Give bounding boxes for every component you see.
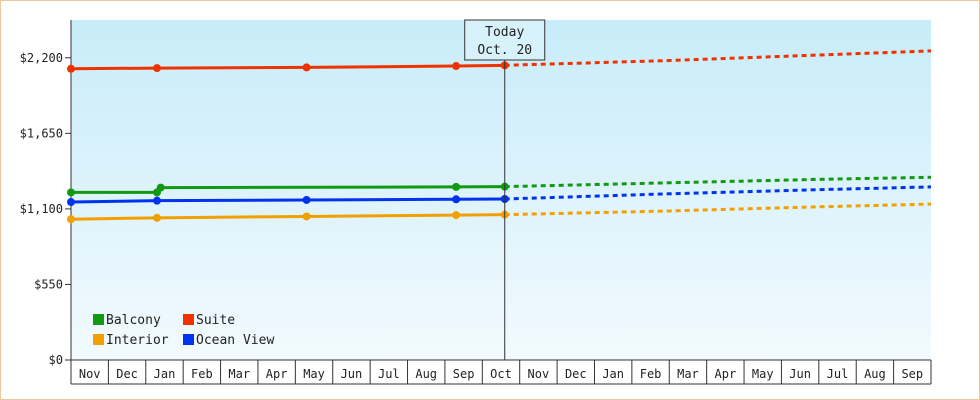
x-tick-label: Jul	[827, 367, 849, 381]
data-point-ocean-view	[302, 195, 311, 204]
data-point-ocean-view	[67, 198, 75, 207]
today-date: Oct. 20	[477, 43, 532, 58]
legend-label-suite: Suite	[196, 313, 235, 328]
y-tick-label: $1,100	[20, 202, 63, 216]
today-marker: Today Oct. 20	[464, 19, 546, 360]
data-point-suite	[452, 62, 461, 71]
legend-swatch-ocean-view	[183, 334, 194, 345]
data-point-interior	[302, 212, 311, 221]
x-tick-label: Dec	[116, 367, 138, 381]
legend-label-balcony: Balcony	[106, 313, 161, 328]
legend: Balcony Suite Interior Ocean View	[93, 313, 274, 348]
x-tick-label: Feb	[640, 367, 662, 381]
data-point-balcony	[156, 183, 165, 192]
series-lines	[67, 49, 932, 224]
x-tick-label: Oct	[490, 367, 512, 381]
data-point-ocean-view	[153, 196, 161, 205]
legend-swatch-suite	[183, 314, 194, 325]
x-tick-label: Apr	[715, 367, 737, 381]
y-tick-label: $0	[49, 353, 63, 367]
today-label: Today	[485, 25, 524, 40]
x-tick-label: Aug	[864, 367, 886, 381]
forecast-line-suite	[504, 49, 932, 67]
x-tick-label: Sep	[901, 367, 923, 381]
legend-label-ocean-view: Ocean View	[196, 333, 274, 348]
legend-swatch-balcony	[93, 314, 104, 325]
x-tick-label: Jan	[154, 367, 176, 381]
data-point-ocean-view	[452, 195, 461, 204]
y-axis: $0 $550 $1,100 $1,650 $2,200	[20, 20, 72, 382]
forecast-line-balcony	[504, 175, 932, 189]
legend-label-interior: Interior	[106, 333, 169, 348]
x-tick-label: Feb	[191, 367, 213, 381]
x-tick-label: May	[752, 367, 774, 381]
forecast-line-ocean-view	[504, 185, 932, 201]
data-point-interior	[153, 213, 161, 222]
x-tick-label: Dec	[565, 367, 587, 381]
x-tick-label: Nov	[528, 367, 550, 381]
today-box	[464, 19, 546, 61]
data-point-interior	[67, 215, 75, 224]
y-tick-label: $550	[34, 277, 63, 291]
y-tick-label: $1,650	[20, 126, 63, 140]
x-tick-label: Mar	[677, 367, 699, 381]
x-tick-label: Jul	[378, 367, 400, 381]
x-tick-label: May	[303, 367, 325, 381]
data-point-suite	[302, 63, 311, 72]
x-tick-label: Mar	[228, 367, 250, 381]
x-tick-label: Nov	[79, 367, 101, 381]
data-point-interior	[452, 211, 461, 220]
data-point-suite	[67, 64, 75, 73]
legend-swatch-interior	[93, 334, 104, 345]
x-axis: Nov Dec Jan Feb Mar Apr May Jun Jul Aug Sep Oct Nov D…	[70, 359, 932, 385]
data-point-suite	[153, 64, 161, 73]
data-point-balcony	[67, 188, 75, 197]
x-tick-label: Jun	[341, 367, 363, 381]
y-tick-label: $2,200	[20, 51, 63, 65]
x-tick-label: Aug	[415, 367, 437, 381]
x-tick-label: Sep	[453, 367, 475, 381]
x-tick-label: Jun	[789, 367, 811, 381]
data-point-balcony	[452, 182, 461, 191]
forecast-line-interior	[504, 202, 932, 217]
x-tick-label: Apr	[266, 367, 288, 381]
x-tick-label: Jan	[602, 367, 624, 381]
